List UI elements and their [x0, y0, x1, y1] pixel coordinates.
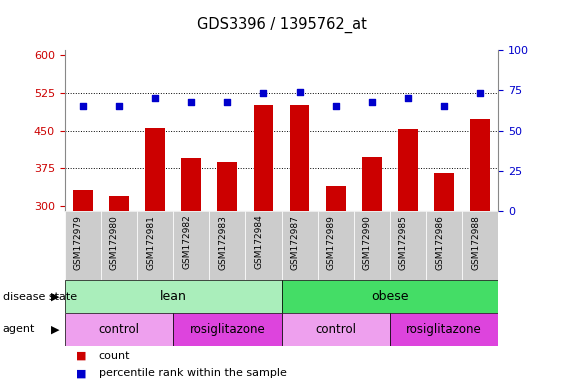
- Text: GDS3396 / 1395762_at: GDS3396 / 1395762_at: [196, 17, 367, 33]
- Text: rosiglitazone: rosiglitazone: [189, 323, 265, 336]
- Text: GSM172989: GSM172989: [327, 215, 336, 270]
- FancyBboxPatch shape: [173, 313, 282, 346]
- Text: GSM172984: GSM172984: [254, 215, 263, 270]
- Bar: [73, 190, 93, 211]
- Point: [223, 98, 232, 104]
- FancyBboxPatch shape: [101, 211, 137, 280]
- Text: GSM172980: GSM172980: [110, 215, 119, 270]
- Point: [187, 98, 196, 104]
- Text: percentile rank within the sample: percentile rank within the sample: [99, 368, 287, 378]
- FancyBboxPatch shape: [426, 211, 462, 280]
- Point: [114, 103, 123, 109]
- Text: GSM172986: GSM172986: [435, 215, 444, 270]
- FancyBboxPatch shape: [65, 211, 101, 280]
- Point: [295, 89, 304, 95]
- FancyBboxPatch shape: [245, 211, 282, 280]
- FancyBboxPatch shape: [390, 211, 426, 280]
- Text: GSM172985: GSM172985: [399, 215, 408, 270]
- FancyBboxPatch shape: [137, 211, 173, 280]
- FancyBboxPatch shape: [282, 313, 390, 346]
- Text: ▶: ▶: [51, 324, 59, 334]
- Bar: [217, 162, 237, 211]
- Bar: [362, 157, 382, 211]
- FancyBboxPatch shape: [318, 211, 354, 280]
- Point: [78, 103, 87, 109]
- Text: GSM172983: GSM172983: [218, 215, 227, 270]
- Bar: [253, 105, 274, 211]
- Point: [476, 90, 485, 96]
- Text: agent: agent: [3, 324, 35, 334]
- Point: [440, 103, 449, 109]
- Point: [259, 90, 268, 96]
- Text: GSM172979: GSM172979: [74, 215, 83, 270]
- Text: GSM172987: GSM172987: [291, 215, 300, 270]
- Bar: [326, 186, 346, 211]
- FancyBboxPatch shape: [282, 211, 318, 280]
- FancyBboxPatch shape: [390, 313, 498, 346]
- FancyBboxPatch shape: [173, 211, 209, 280]
- Bar: [434, 174, 454, 211]
- Bar: [398, 129, 418, 211]
- Bar: [181, 158, 201, 211]
- FancyBboxPatch shape: [462, 211, 498, 280]
- Text: control: control: [315, 323, 356, 336]
- Text: control: control: [99, 323, 140, 336]
- Bar: [289, 105, 310, 211]
- Text: GSM172988: GSM172988: [471, 215, 480, 270]
- Text: lean: lean: [160, 290, 186, 303]
- FancyBboxPatch shape: [354, 211, 390, 280]
- FancyBboxPatch shape: [65, 280, 282, 313]
- FancyBboxPatch shape: [209, 211, 245, 280]
- Bar: [470, 119, 490, 211]
- Text: ■: ■: [76, 368, 87, 378]
- Bar: [109, 196, 129, 211]
- Text: GSM172990: GSM172990: [363, 215, 372, 270]
- Text: GSM172982: GSM172982: [182, 215, 191, 270]
- Text: GSM172981: GSM172981: [146, 215, 155, 270]
- Text: rosiglitazone: rosiglitazone: [406, 323, 482, 336]
- Text: obese: obese: [371, 290, 409, 303]
- Point: [150, 95, 159, 101]
- Text: ▶: ▶: [51, 291, 59, 302]
- FancyBboxPatch shape: [282, 280, 498, 313]
- Text: disease state: disease state: [3, 291, 77, 302]
- Point: [367, 98, 376, 104]
- FancyBboxPatch shape: [65, 313, 173, 346]
- Point: [404, 95, 413, 101]
- Text: ■: ■: [76, 351, 87, 361]
- Point: [331, 103, 340, 109]
- Text: count: count: [99, 351, 130, 361]
- Bar: [145, 128, 165, 211]
